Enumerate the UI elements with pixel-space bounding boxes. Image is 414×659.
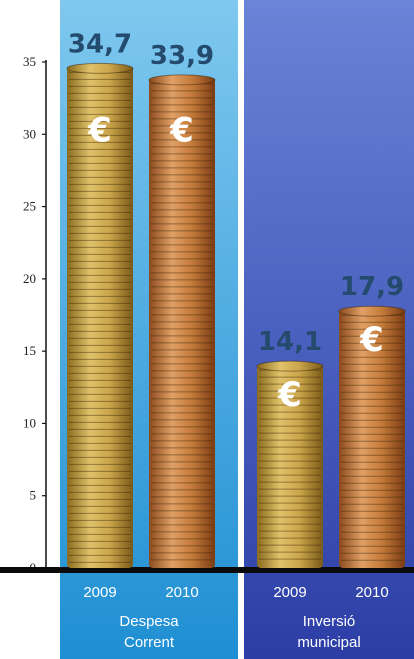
bar-1-2009: €: [66, 62, 134, 568]
y-tick-label-10: 10: [23, 415, 36, 430]
x-tick-label: 2009: [83, 584, 116, 601]
x-tick-label: 2009: [273, 584, 306, 601]
coin-stack: [67, 66, 133, 568]
coin-top: [148, 74, 216, 86]
coin-stack: [257, 364, 323, 568]
euro-icon: €: [87, 111, 112, 151]
coin-top: [66, 62, 134, 74]
euro-icon: €: [359, 320, 384, 360]
group-label: Despesa: [119, 613, 179, 630]
group-label: Corrent: [124, 634, 175, 651]
bar-2-2009: €: [256, 360, 324, 568]
y-tick-label-5: 5: [30, 488, 37, 503]
bars-layer: € € € €: [66, 62, 406, 568]
y-tick-label-20: 20: [23, 271, 36, 286]
value-label: 33,9: [150, 41, 214, 71]
panel-separator: [238, 0, 244, 659]
bar-2-2010: €: [338, 305, 406, 568]
group-label: municipal: [297, 634, 360, 651]
coin-stack: [149, 77, 215, 568]
x-tick-label: 2010: [165, 584, 198, 601]
x-tick-label: 2010: [355, 584, 388, 601]
y-tick-label-35: 35: [23, 54, 36, 69]
group-label: Inversió: [303, 613, 356, 630]
coin-stack: [339, 309, 405, 568]
euro-icon: €: [169, 111, 194, 151]
y-axis: 05101520253035: [0, 54, 414, 575]
y-tick-label-30: 30: [23, 126, 36, 141]
euro-icon: €: [277, 375, 302, 415]
value-label: 34,7: [68, 29, 132, 59]
coin-top: [338, 305, 406, 317]
bar-1-2010: €: [148, 74, 216, 568]
value-label: 17,9: [340, 272, 404, 302]
baseline: [0, 567, 414, 573]
y-tick-label-15: 15: [23, 343, 36, 358]
value-label: 14,1: [258, 327, 322, 357]
labels-layer: 34,7 2009 33,9 2010 Despesa Corrent 14,1 2009 17…: [68, 29, 404, 651]
y-tick-label-25: 25: [23, 199, 36, 214]
coin-top: [256, 360, 324, 372]
